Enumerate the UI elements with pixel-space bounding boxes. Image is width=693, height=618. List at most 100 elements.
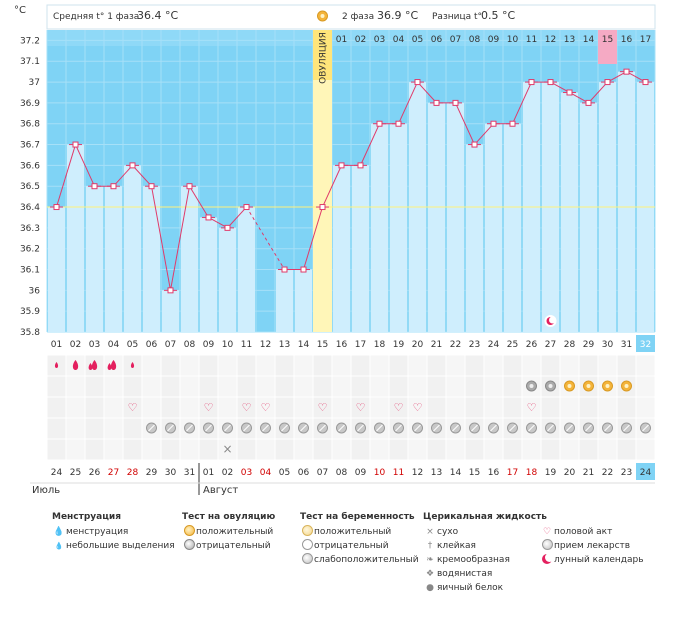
pill-icon-line bbox=[167, 424, 174, 432]
symptom-cell bbox=[351, 376, 370, 397]
date-label: 24 bbox=[51, 468, 63, 478]
symptom-cell bbox=[484, 376, 503, 397]
symptom-cell bbox=[427, 439, 446, 460]
cycle-day-label: 23 bbox=[469, 340, 480, 350]
symptom-cell bbox=[237, 355, 256, 376]
diff-value: 0.5 °C bbox=[481, 9, 515, 22]
pill-icon-line bbox=[376, 424, 383, 432]
date-label: 06 bbox=[298, 468, 310, 478]
temperature-bar bbox=[352, 165, 369, 332]
y-tick-label: 36.7 bbox=[20, 141, 40, 151]
legend-menstruation-label: менструация bbox=[66, 527, 129, 537]
temperature-bar bbox=[618, 71, 635, 332]
legend-ovulation-positive-row: положительный bbox=[182, 525, 275, 539]
pill-icon-line bbox=[509, 424, 516, 432]
symptom-cell bbox=[104, 376, 123, 397]
date-label: 12 bbox=[412, 468, 423, 478]
date-label: 19 bbox=[545, 468, 557, 478]
symptom-cell bbox=[294, 355, 313, 376]
legend-pregnancy-negative-row: отрицательный bbox=[300, 539, 419, 553]
symptom-cell bbox=[503, 355, 522, 376]
date-label: 15 bbox=[469, 468, 480, 478]
symptom-cell bbox=[408, 439, 427, 460]
legend-pregnancy-test: Тест на беременность положительный отриц… bbox=[300, 512, 419, 567]
date-label: 28 bbox=[127, 468, 139, 478]
cycle-day-label: 24 bbox=[488, 340, 500, 350]
symptom-cell bbox=[541, 439, 560, 460]
temperature-line-segment bbox=[303, 206, 323, 270]
post-ovulation-day-number: 13 bbox=[564, 35, 575, 45]
moon-icon-shadow bbox=[549, 316, 556, 324]
current-day-marker bbox=[636, 335, 655, 352]
symptom-cell bbox=[47, 376, 66, 397]
y-tick-label: 36 bbox=[29, 286, 41, 296]
legend-eggwhite-row: ● яичный белок bbox=[423, 581, 547, 595]
temperature-bar bbox=[276, 269, 293, 332]
legend-pregnancy-weak-label: слабоположительный bbox=[314, 555, 419, 565]
symptom-cell bbox=[218, 355, 237, 376]
post-ovulation-day-number: 06 bbox=[431, 35, 443, 45]
temperature-bar bbox=[124, 165, 141, 332]
temperature-point bbox=[414, 79, 421, 86]
symptom-cell bbox=[503, 376, 522, 397]
temperature-bar bbox=[105, 186, 122, 332]
menstruation-drop-icon bbox=[88, 363, 93, 370]
post-ovulation-day-number: 07 bbox=[450, 35, 461, 45]
symptom-cell bbox=[85, 439, 104, 460]
symptom-cell bbox=[598, 439, 617, 460]
temperature-point bbox=[281, 266, 288, 273]
heart-icon: ♡ bbox=[128, 401, 138, 414]
cycle-day-label: 04 bbox=[108, 340, 120, 350]
symptom-cell bbox=[408, 355, 427, 376]
symptom-cell bbox=[85, 376, 104, 397]
symptom-cell bbox=[47, 439, 66, 460]
cycle-day-label: 17 bbox=[355, 340, 366, 350]
sun-icon-core bbox=[320, 14, 325, 18]
temperature-bar bbox=[200, 217, 217, 332]
symptom-cell bbox=[332, 376, 351, 397]
heart-icon: ♡ bbox=[261, 401, 271, 414]
small-drop-icon: 💧 bbox=[54, 542, 64, 550]
temperature-bar bbox=[86, 186, 103, 332]
temperature-point bbox=[91, 183, 98, 190]
menstruation-drop-icon bbox=[54, 362, 59, 368]
legend-ovulation-test: Тест на овуляцию положительный отрицател… bbox=[182, 512, 275, 553]
symptom-cell bbox=[389, 376, 408, 397]
date-label: 01 bbox=[203, 468, 214, 478]
symptom-cell bbox=[484, 355, 503, 376]
symptom-cell bbox=[142, 355, 161, 376]
temperature-bar bbox=[295, 269, 312, 332]
symptom-cell bbox=[522, 397, 541, 418]
date-label: 08 bbox=[336, 468, 348, 478]
cycle-day-label: 10 bbox=[222, 340, 234, 350]
temperature-point bbox=[547, 79, 554, 86]
symptom-cell bbox=[142, 439, 161, 460]
cycle-day-label: 01 bbox=[51, 340, 62, 350]
pill-icon-line bbox=[148, 424, 155, 432]
cycle-day-label: 12 bbox=[260, 340, 271, 350]
symptom-cell bbox=[294, 376, 313, 397]
symptom-cell bbox=[66, 418, 85, 439]
date-label: 23 bbox=[621, 468, 632, 478]
temperature-point bbox=[376, 120, 383, 127]
temperature-bar bbox=[333, 165, 350, 332]
legend-sticky-row: † клейкая bbox=[423, 539, 547, 553]
temperature-line-segment bbox=[398, 81, 418, 124]
symptom-cell bbox=[66, 376, 85, 397]
phase1-label: Средняя t° 1 фаза bbox=[53, 12, 139, 22]
cycle-day-label: 05 bbox=[127, 340, 138, 350]
pill-icon bbox=[540, 539, 554, 553]
heart-icon: ♡ bbox=[413, 401, 423, 414]
temperature-point bbox=[186, 183, 193, 190]
symptom-cell bbox=[598, 355, 617, 376]
legend-moon-row: лунный календарь bbox=[540, 552, 644, 567]
legend-pregnancy-positive-label: положительный bbox=[314, 527, 392, 537]
pill-icon-line bbox=[300, 424, 307, 432]
post-ovulation-day-number: 11 bbox=[526, 35, 537, 45]
current-date-marker bbox=[636, 463, 655, 480]
egg-white-icon: ● bbox=[426, 583, 434, 593]
symptom-cell bbox=[636, 355, 655, 376]
legend-cervical-title: Церикальная жидкость bbox=[423, 512, 547, 522]
symptom-cell bbox=[617, 439, 636, 460]
symptom-cell bbox=[123, 439, 142, 460]
